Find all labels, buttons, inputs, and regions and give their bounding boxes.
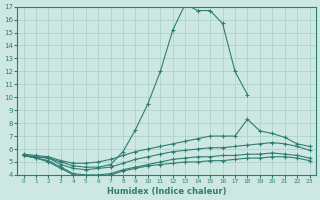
X-axis label: Humidex (Indice chaleur): Humidex (Indice chaleur) xyxy=(107,187,226,196)
